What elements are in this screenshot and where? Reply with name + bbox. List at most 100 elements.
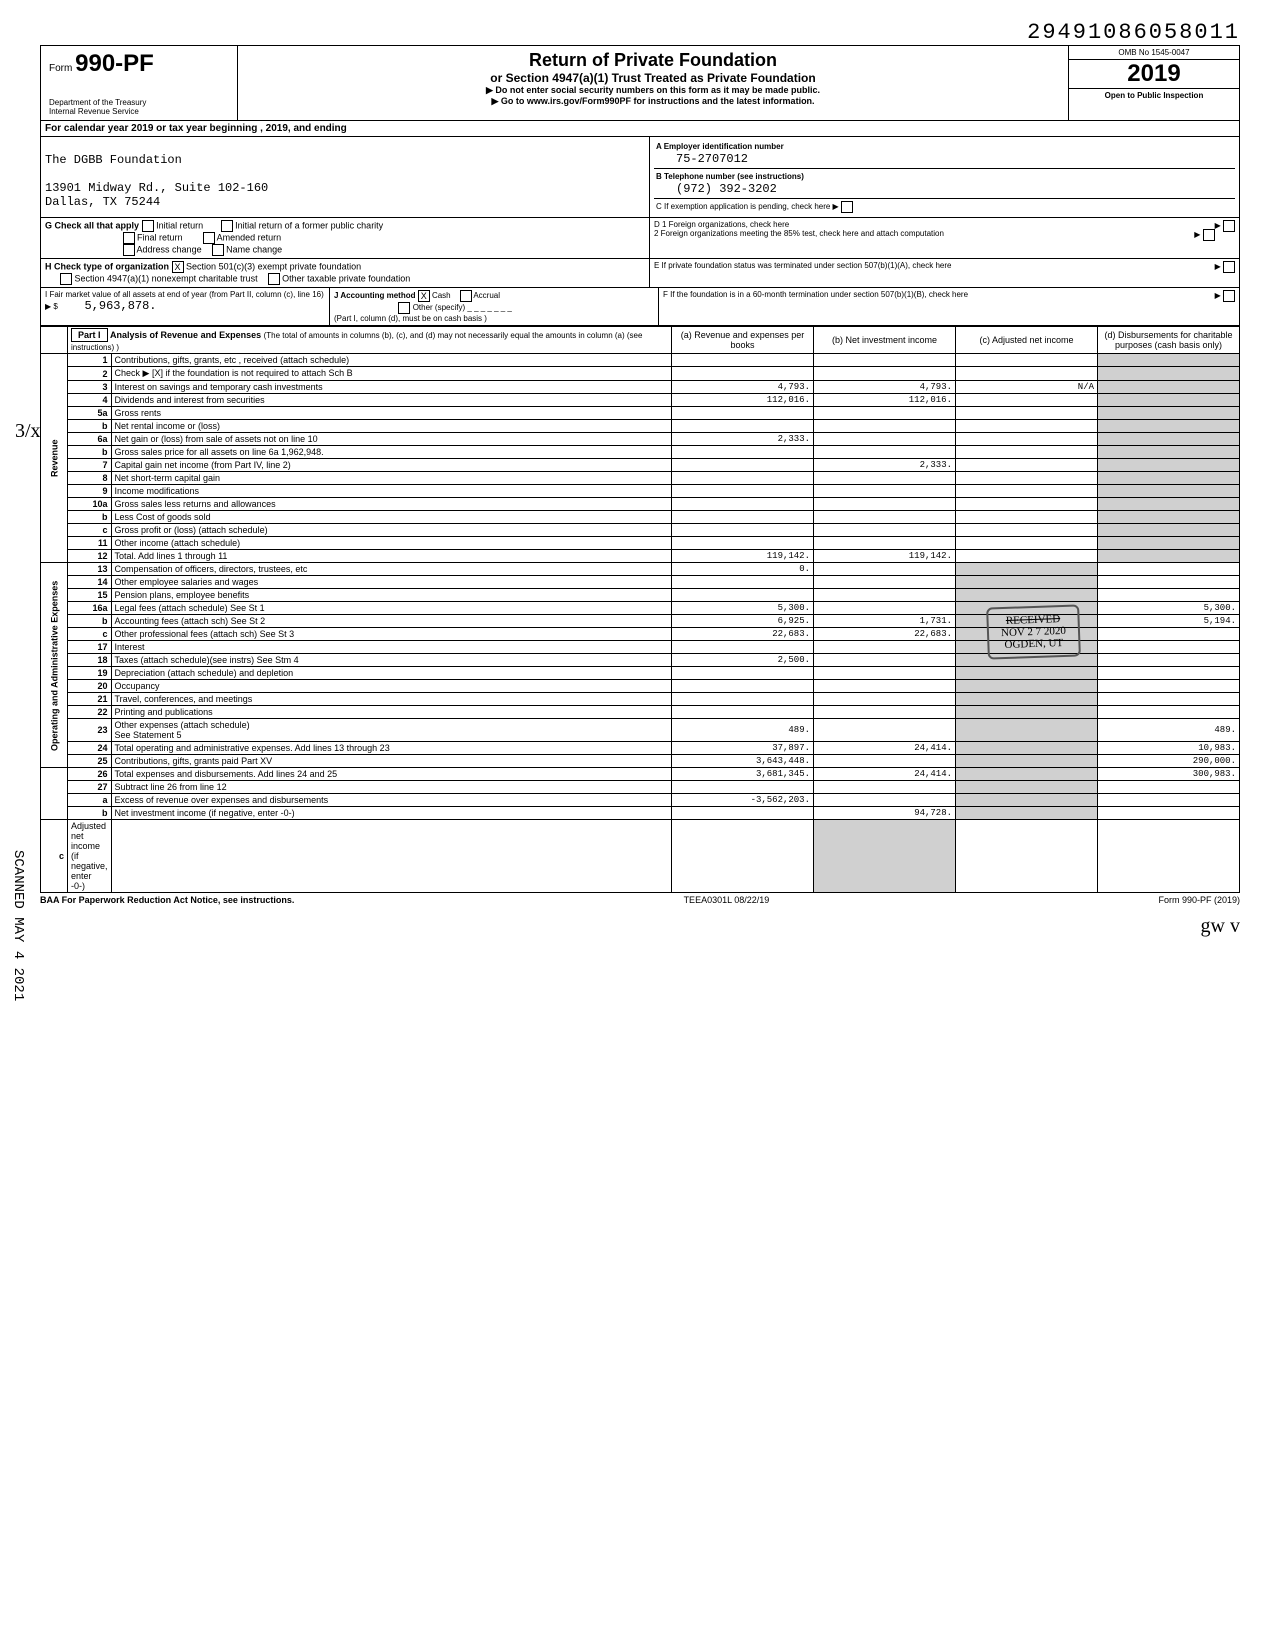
- expenses-side-label: Operating and Administrative Expenses: [41, 563, 68, 768]
- cell-b: [814, 354, 956, 367]
- cell-d: [1098, 394, 1240, 407]
- cell-b: [814, 407, 956, 420]
- handwrite-bottom: gw v: [40, 915, 1240, 938]
- g-amended[interactable]: [203, 232, 215, 244]
- table-row: bGross sales price for all assets on lin…: [41, 446, 1240, 459]
- e-checkbox[interactable]: [1223, 261, 1235, 273]
- cell-b: 1,731.: [814, 615, 956, 628]
- line-desc: Contributions, gifts, grants, etc , rece…: [111, 354, 671, 367]
- cell-c: [956, 420, 1098, 433]
- table-row: bLess Cost of goods sold: [41, 511, 1240, 524]
- line-number: 12: [68, 550, 112, 563]
- received-stamp: RECEIVED NOV 2 7 2020 OGDEN, UT: [986, 604, 1081, 659]
- ein-value: 75-2707012: [656, 152, 748, 166]
- j-accrual[interactable]: [460, 290, 472, 302]
- line-desc: Net short-term capital gain: [111, 472, 671, 485]
- line-number: 25: [68, 755, 112, 768]
- cell-b: [814, 667, 956, 680]
- cell-c: [956, 524, 1098, 537]
- cell-d: [1098, 706, 1240, 719]
- cell-b: 119,142.: [814, 550, 956, 563]
- table-row: 14Other employee salaries and wages: [41, 576, 1240, 589]
- line-number: 21: [68, 693, 112, 706]
- line-desc: Total expenses and disbursements. Add li…: [111, 768, 671, 781]
- cell-b: [814, 706, 956, 719]
- table-row: 2Check ▶ [X] if the foundation is not re…: [41, 367, 1240, 381]
- note-ssn: ▶ Do not enter social security numbers o…: [242, 85, 1064, 96]
- cell-a: 489.: [672, 719, 814, 742]
- g-name-change[interactable]: [212, 244, 224, 256]
- g-initial-return[interactable]: [142, 220, 154, 232]
- cell-c: [956, 407, 1098, 420]
- g-address-change[interactable]: [123, 244, 135, 256]
- cell-b: [814, 563, 956, 576]
- cell-b: [814, 781, 956, 794]
- table-row: 24Total operating and administrative exp…: [41, 742, 1240, 755]
- line-desc: Gross sales less returns and allowances: [111, 498, 671, 511]
- cell-b: [814, 420, 956, 433]
- h-opt-3: Other taxable private foundation: [282, 273, 410, 283]
- j-other[interactable]: [398, 302, 410, 314]
- line-number: 9: [68, 485, 112, 498]
- box-d2: 2 Foreign organizations meeting the 85% …: [654, 229, 944, 238]
- cell-a: [672, 641, 814, 654]
- cell-c: [956, 367, 1098, 381]
- cell-a: [672, 407, 814, 420]
- col-a-header: (a) Revenue and expenses per books: [672, 327, 814, 354]
- g-opt-3: Initial return of a former public charit…: [235, 220, 383, 230]
- cell-b: 2,333.: [814, 459, 956, 472]
- line-number: 8: [68, 472, 112, 485]
- table-row: Revenue1Contributions, gifts, grants, et…: [41, 354, 1240, 367]
- line-number: 14: [68, 576, 112, 589]
- cell-d: [1098, 807, 1240, 820]
- cell-b: [814, 794, 956, 807]
- cell-d: [1098, 354, 1240, 367]
- g-initial-former[interactable]: [221, 220, 233, 232]
- cell-d: 489.: [1098, 719, 1240, 742]
- d1-checkbox[interactable]: [1223, 220, 1235, 232]
- line-number: 26: [68, 768, 112, 781]
- line-desc: Gross sales price for all assets on line…: [111, 446, 671, 459]
- box-c-checkbox[interactable]: [841, 201, 853, 213]
- cell-d: 5,194.: [1098, 615, 1240, 628]
- line-number: c: [41, 820, 68, 893]
- line-desc: Depreciation (attach schedule) and deple…: [111, 667, 671, 680]
- cell-d: [1098, 550, 1240, 563]
- cell-c: [956, 719, 1098, 742]
- line-desc: Taxes (attach schedule)(see instrs) See …: [111, 654, 671, 667]
- handwrite-left: 3/x: [15, 420, 41, 443]
- cell-c: [956, 563, 1098, 576]
- cell-a: [672, 706, 814, 719]
- cell-d: [1098, 654, 1240, 667]
- cell-b: 24,414.: [814, 768, 956, 781]
- g-final-return[interactable]: [123, 232, 135, 244]
- line-number: 3: [68, 381, 112, 394]
- g-opt-1: Final return: [137, 232, 183, 242]
- h-4947[interactable]: [60, 273, 72, 285]
- line-desc: Interest: [111, 641, 671, 654]
- cell-b: [814, 589, 956, 602]
- cell-c: [956, 755, 1098, 768]
- table-row: 20Occupancy: [41, 680, 1240, 693]
- f-checkbox[interactable]: [1223, 290, 1235, 302]
- line-number: c: [68, 524, 112, 537]
- line-desc: Other income (attach schedule): [111, 537, 671, 550]
- line-desc: Less Cost of goods sold: [111, 511, 671, 524]
- d2-checkbox[interactable]: [1203, 229, 1215, 241]
- h-501c3[interactable]: X: [172, 261, 184, 273]
- table-row: aExcess of revenue over expenses and dis…: [41, 794, 1240, 807]
- h-other-taxable[interactable]: [268, 273, 280, 285]
- box-g-label: G Check all that apply: [45, 220, 139, 230]
- line-desc: Accounting fees (attach sch) See St 2: [111, 615, 671, 628]
- table-row: 15Pension plans, employee benefits: [41, 589, 1240, 602]
- line-number: 10a: [68, 498, 112, 511]
- j-cash[interactable]: X: [418, 290, 430, 302]
- cell-c: [956, 394, 1098, 407]
- cell-b: [814, 719, 956, 742]
- line-number: a: [68, 794, 112, 807]
- cell-b: [814, 511, 956, 524]
- cell-b: [814, 576, 956, 589]
- cell-b: 22,683.: [814, 628, 956, 641]
- part1-title: Analysis of Revenue and Expenses: [110, 330, 261, 340]
- line-desc: Check ▶ [X] if the foundation is not req…: [111, 367, 671, 381]
